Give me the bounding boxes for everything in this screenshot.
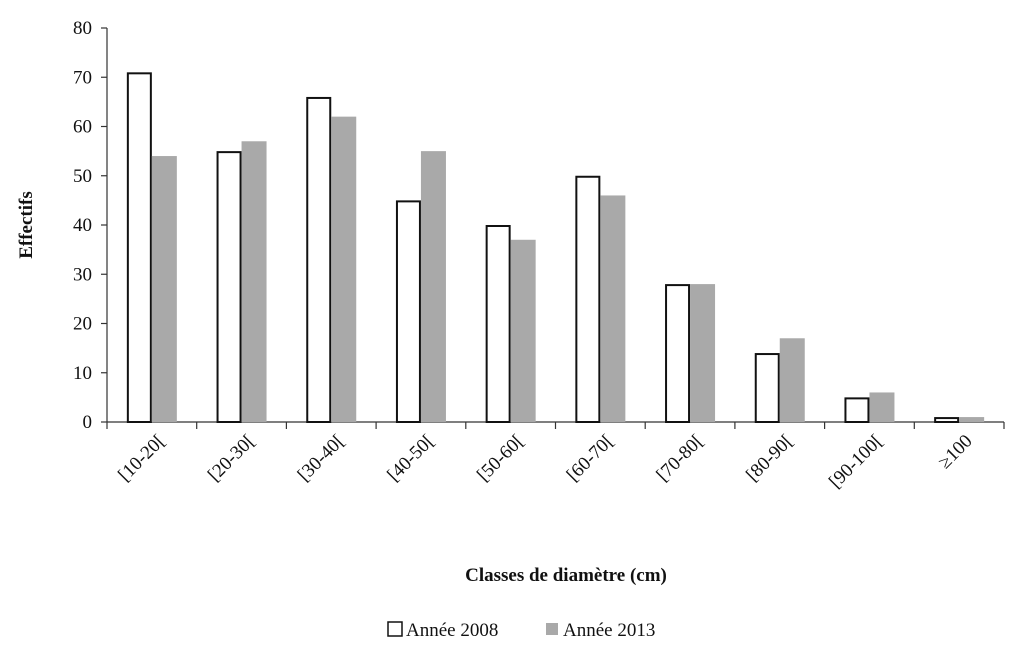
y-tick-label: 70 (73, 67, 92, 88)
y-tick-label: 0 (83, 412, 93, 433)
y-tick-label: 10 (73, 363, 92, 384)
legend-swatch-2013 (546, 623, 558, 635)
bar-series-2008 (126, 72, 152, 423)
bars (126, 72, 985, 424)
bar-series-2013 (600, 195, 626, 422)
legend: Année 2008 Année 2013 (387, 620, 655, 641)
bar-series-2013 (510, 239, 536, 422)
bar-series-2008 (934, 417, 960, 424)
bar-series-2013 (869, 392, 895, 422)
x-category-label: [50-60[ (473, 431, 528, 486)
x-category-label: ≥100 (934, 431, 976, 473)
x-category-label: [20-30[ (204, 431, 259, 486)
bar-series-2013 (420, 151, 446, 422)
bar-series-2008 (665, 284, 691, 423)
y-tick-label: 50 (73, 166, 92, 187)
legend-label-2008: Année 2008 (406, 620, 498, 641)
x-category-label: [60-70[ (563, 431, 618, 486)
bar-series-2008 (754, 353, 780, 423)
bar-series-2008 (216, 151, 242, 423)
bar-series-2013 (331, 116, 357, 423)
bar-series-2008 (485, 225, 511, 423)
y-tick-label: 30 (73, 264, 92, 285)
bar-series-2013 (151, 156, 177, 423)
bar-series-2013 (959, 417, 985, 422)
x-category-label: [30-40[ (294, 431, 349, 486)
y-tick-label: 20 (73, 314, 92, 335)
bar-series-2008 (306, 96, 332, 423)
bar-series-2008 (395, 200, 421, 423)
x-category-label: [90-100[ (825, 431, 887, 493)
legend-swatch-2008 (387, 621, 403, 637)
y-axis-title: Effectifs (16, 191, 37, 259)
bar-series-2008 (575, 175, 601, 423)
y-axis: 0 10 20 30 40 50 60 70 80 (73, 18, 108, 433)
bar-series-2013 (241, 141, 267, 422)
x-axis-title: Classes de diamètre (cm) (465, 565, 667, 586)
bar-series-2013 (779, 338, 805, 422)
bar-series-2008 (844, 397, 870, 423)
y-tick-label: 60 (73, 117, 92, 138)
bar-series-2013 (690, 284, 716, 422)
legend-label-2013: Année 2013 (563, 620, 655, 641)
x-category-label: [70-80[ (652, 431, 707, 486)
x-category-label: [80-90[ (742, 431, 797, 486)
x-axis: [10-20[ [20-30[ [30-40[ [40-50[ [50-60[ [60-7… (106, 421, 1005, 493)
y-tick-label: 80 (73, 18, 92, 39)
y-tick-label: 40 (73, 215, 92, 236)
x-category-label: [40-50[ (383, 431, 438, 486)
x-category-label: [10-20[ (114, 431, 169, 486)
